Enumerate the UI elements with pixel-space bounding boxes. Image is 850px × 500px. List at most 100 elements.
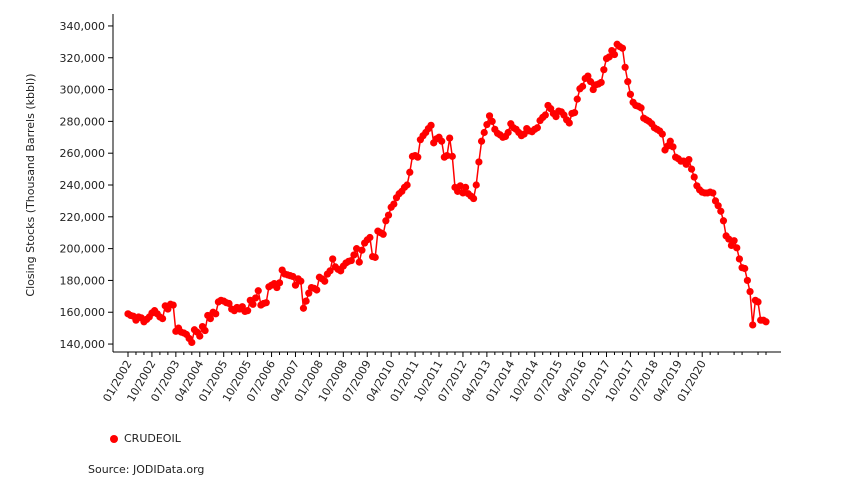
data-point [762, 318, 770, 326]
data-point [669, 143, 677, 151]
data-point [462, 183, 470, 191]
data-point [573, 95, 581, 103]
y-tick-label: 320,000 [60, 52, 106, 65]
data-point [600, 66, 608, 74]
data-point [610, 50, 619, 59]
data-point [754, 298, 762, 306]
data-point [485, 112, 494, 120]
y-tick-label: 220,000 [60, 211, 106, 224]
data-point [687, 165, 696, 173]
data-point [709, 189, 717, 197]
y-tick-label: 240,000 [60, 179, 106, 192]
data-point [658, 130, 666, 138]
data-point [552, 113, 560, 121]
legend-marker-icon [110, 434, 118, 443]
y-tick-label: 180,000 [60, 274, 106, 287]
legend-label: CRUDEOIL [124, 432, 181, 445]
data-point [746, 287, 754, 296]
data-point [427, 121, 435, 129]
data-point [291, 281, 300, 289]
data-point [637, 104, 645, 112]
data-point [244, 307, 252, 315]
y-tick-label: 160,000 [60, 306, 106, 319]
data-point [347, 256, 355, 265]
data-point [597, 78, 605, 87]
data-point [472, 181, 480, 189]
data-point [382, 217, 390, 225]
data-point [297, 277, 305, 285]
data-point [717, 207, 725, 215]
data-point [443, 151, 451, 160]
data-point [313, 286, 321, 294]
data-point [488, 117, 496, 125]
data-point [206, 315, 215, 323]
data-point [719, 217, 728, 225]
data-point [685, 155, 693, 164]
data-point [249, 300, 257, 308]
data-point [565, 119, 573, 127]
data-point [618, 44, 627, 52]
data-point [733, 244, 741, 252]
data-point [225, 299, 233, 308]
data-point [446, 134, 454, 142]
data-point [448, 152, 456, 160]
source-note: Source: JODIData.org [88, 463, 205, 476]
y-axis-title: Closing Stocks (Thousand Barrels (kbbl)) [24, 73, 37, 296]
data-point [403, 181, 411, 189]
data-point [254, 287, 262, 295]
data-point [735, 255, 744, 263]
data-point [275, 279, 284, 287]
chart-legend: CRUDEOIL [110, 432, 181, 445]
data-point [541, 111, 549, 119]
data-point [262, 299, 270, 307]
y-tick-label: 280,000 [60, 115, 106, 128]
data-point [366, 233, 374, 242]
y-tick-label: 300,000 [60, 84, 106, 97]
data-point [371, 253, 379, 261]
data-point [714, 202, 722, 210]
data-point [406, 168, 414, 176]
data-point [475, 158, 483, 166]
data-point [741, 264, 749, 273]
data-point [730, 237, 738, 245]
data-point [571, 109, 579, 117]
data-point [305, 289, 313, 297]
data-point [483, 120, 491, 129]
data-point [459, 189, 467, 197]
data-point [321, 277, 329, 285]
data-point [743, 276, 751, 285]
data-point [690, 173, 698, 181]
data-point [196, 332, 204, 340]
data-point [749, 321, 757, 329]
data-point [533, 124, 541, 132]
data-point [586, 78, 595, 86]
data-point [438, 137, 446, 145]
data-point [480, 128, 488, 137]
data-point [477, 137, 486, 145]
data-point [188, 338, 196, 347]
data-point [355, 258, 363, 266]
data-point [350, 251, 358, 259]
data-point [384, 211, 393, 219]
data-point [504, 128, 512, 137]
data-point [578, 82, 587, 90]
data-point [626, 90, 635, 98]
data-point [212, 310, 220, 318]
data-point [169, 301, 177, 309]
data-point [158, 315, 167, 323]
data-point [520, 130, 528, 138]
y-tick-label: 140,000 [60, 338, 106, 351]
y-tick-label: 340,000 [60, 20, 106, 33]
data-point [390, 200, 398, 208]
data-point [414, 153, 422, 161]
data-point [302, 297, 310, 305]
y-tick-label: 260,000 [60, 147, 106, 160]
data-point [469, 194, 478, 203]
data-point [326, 267, 334, 275]
data-point [201, 326, 209, 335]
data-point [624, 78, 632, 86]
data-point [252, 294, 260, 302]
data-point [358, 246, 366, 254]
data-point [621, 63, 629, 71]
